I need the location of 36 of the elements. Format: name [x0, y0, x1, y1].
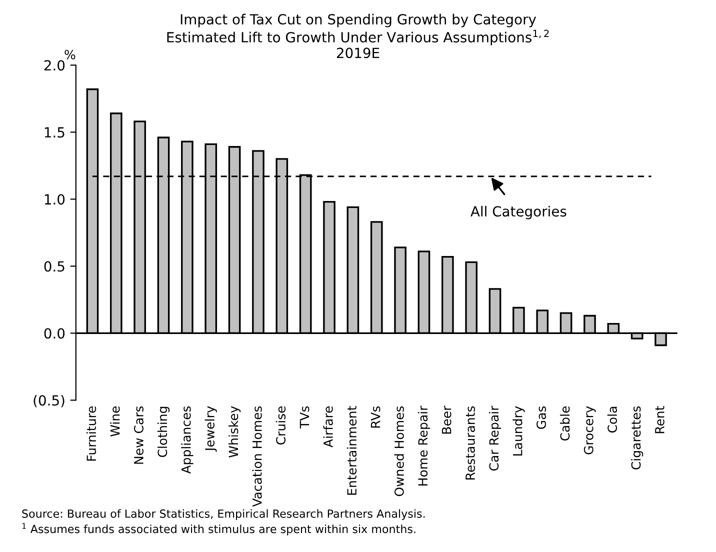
x-tick-label: Jewelry	[204, 406, 217, 452]
y-tick-label: 2.0	[44, 60, 65, 71]
source-note: Source: Bureau of Labor Statistics, Empirical Research Partners Analysis.	[22, 509, 425, 520]
x-tick-label: Grocery	[584, 406, 596, 454]
x-tick-label: Vacation Homes	[252, 406, 262, 507]
x-tick-label: Owned Homes	[394, 406, 404, 496]
x-tick-label: Home Repair	[418, 406, 430, 486]
x-tick-label: Airfare	[323, 406, 333, 448]
y-tick-label: 0.5	[44, 261, 64, 272]
y-tick-label: 0.0	[44, 328, 65, 339]
x-tick-label: Cola	[607, 406, 618, 433]
x-tick-label: TVs	[300, 406, 310, 428]
legend-label: All Categories	[470, 206, 566, 220]
y-tick-label: (0.5)	[34, 394, 64, 408]
x-tick-label: Restaurants	[466, 406, 475, 480]
x-tick-label: Furniture	[86, 406, 96, 461]
x-tick-label: Cable	[560, 406, 570, 441]
text: $^{1}$ Assumes funds associated with stimulus are spent within six months.	[22, 523, 416, 536]
x-tick-label: Rent	[655, 406, 664, 434]
x-tick-label: Gas	[536, 406, 546, 429]
x-tick-label: Appliances	[181, 406, 194, 474]
x-tick-label: Car Repair	[488, 406, 502, 471]
x-tick-label: Clothing	[157, 406, 170, 458]
x-tick-label: Wine	[110, 406, 120, 437]
y-axis-title: %	[64, 50, 76, 60]
x-tick-label: Cigarettes	[631, 406, 644, 470]
x-tick-label: Cruise	[276, 406, 286, 445]
x-tick-label: Beer	[442, 406, 452, 434]
y-tick-label: 1.0	[44, 194, 65, 205]
x-tick-label: Whiskey	[228, 406, 241, 458]
y-tick-label: 1.5	[44, 127, 64, 138]
x-tick-label: New Cars	[134, 406, 144, 464]
x-tick-label: RVs	[370, 406, 380, 428]
x-tick-label: Entertainment	[346, 406, 357, 495]
chart-title: Impact of Tax Cut on Spending Growth by Category Estimated Lift to Growth Under Various Assumptions$^{1,2}$ 2019E	[167, 14, 549, 58]
x-tick-label: Laundry	[512, 406, 525, 456]
